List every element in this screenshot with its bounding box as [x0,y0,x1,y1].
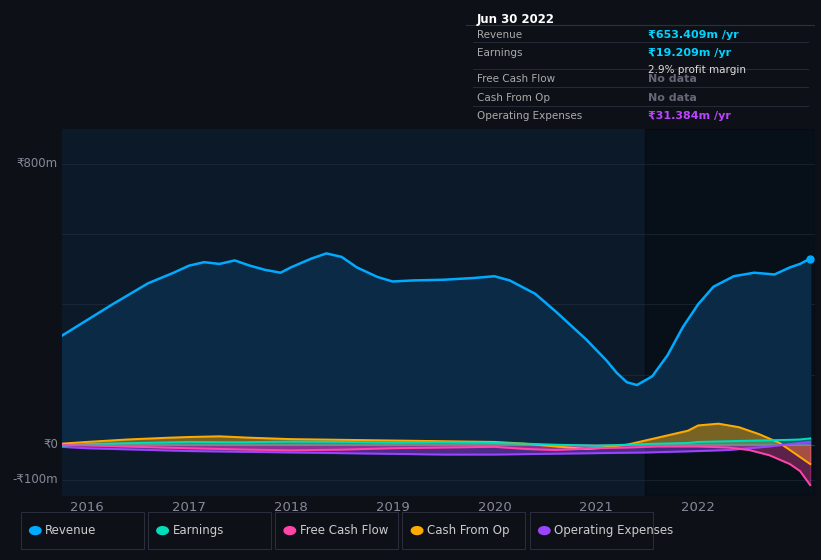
Text: Operating Expenses: Operating Expenses [477,111,582,121]
Text: Cash From Op: Cash From Op [427,524,509,537]
Text: Revenue: Revenue [45,524,97,537]
Text: No data: No data [648,74,697,85]
Text: Earnings: Earnings [172,524,224,537]
Text: Free Cash Flow: Free Cash Flow [300,524,388,537]
Text: Earnings: Earnings [477,48,522,58]
Bar [645,129,815,496]
Text: Free Cash Flow: Free Cash Flow [477,74,555,85]
Text: ₹653.409m /yr: ₹653.409m /yr [648,30,739,40]
Text: ₹0: ₹0 [43,438,57,451]
Text: Jun 30 2022: Jun 30 2022 [477,13,555,26]
Text: 2.9% profit margin: 2.9% profit margin [648,65,745,75]
Text: Operating Expenses: Operating Expenses [554,524,673,537]
Text: Revenue: Revenue [477,30,522,40]
Text: -₹100m: -₹100m [12,473,57,486]
Text: ₹31.384m /yr: ₹31.384m /yr [648,111,731,121]
Text: ₹19.209m /yr: ₹19.209m /yr [648,48,731,58]
Text: ₹800m: ₹800m [16,157,57,170]
Text: Cash From Op: Cash From Op [477,93,550,102]
Text: No data: No data [648,93,697,102]
